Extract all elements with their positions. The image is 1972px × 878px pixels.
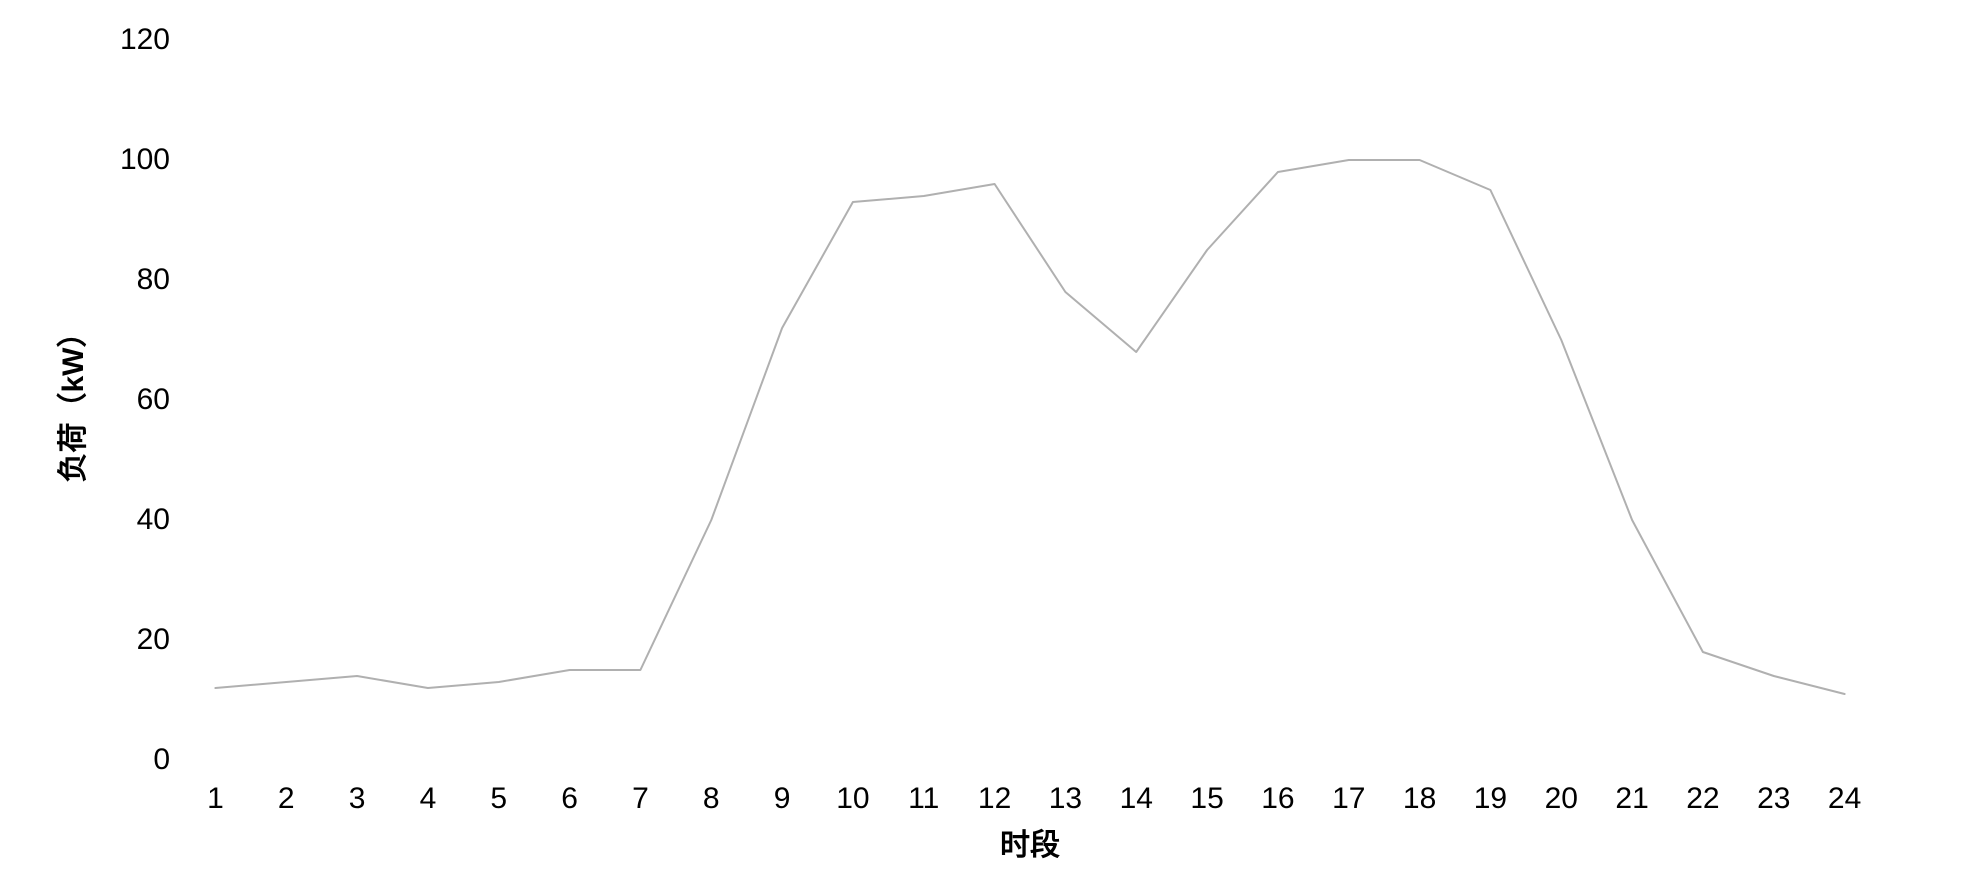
x-tick-label: 14 — [1120, 782, 1153, 816]
line-chart: 020406080100120 123456789101112131415161… — [0, 0, 1972, 878]
y-tick-label: 0 — [20, 743, 170, 777]
x-tick-label: 18 — [1403, 782, 1436, 816]
x-tick-label: 7 — [632, 782, 649, 816]
x-tick-label: 24 — [1828, 782, 1861, 816]
series-line — [215, 160, 1844, 694]
x-tick-label: 8 — [703, 782, 720, 816]
x-tick-label: 21 — [1615, 782, 1648, 816]
y-tick-label: 120 — [20, 23, 170, 57]
x-tick-label: 4 — [420, 782, 437, 816]
y-tick-label: 20 — [20, 623, 170, 657]
x-axis-title: 时段 — [1000, 820, 1060, 864]
y-tick-label: 100 — [20, 143, 170, 177]
x-tick-label: 13 — [1049, 782, 1082, 816]
x-tick-label: 17 — [1332, 782, 1365, 816]
x-tick-label: 9 — [774, 782, 791, 816]
x-tick-label: 16 — [1261, 782, 1294, 816]
x-tick-label: 5 — [490, 782, 507, 816]
x-tick-label: 6 — [561, 782, 578, 816]
x-tick-label: 22 — [1686, 782, 1719, 816]
x-tick-label: 20 — [1545, 782, 1578, 816]
x-tick-label: 10 — [836, 782, 869, 816]
y-axis-title: 负荷（kW） — [48, 318, 92, 483]
y-tick-label: 40 — [20, 503, 170, 537]
y-tick-label: 80 — [20, 263, 170, 297]
x-tick-label: 12 — [978, 782, 1011, 816]
x-tick-label: 1 — [207, 782, 224, 816]
x-tick-label: 2 — [278, 782, 295, 816]
x-tick-label: 23 — [1757, 782, 1790, 816]
x-tick-label: 19 — [1474, 782, 1507, 816]
x-tick-label: 3 — [349, 782, 366, 816]
y-tick-label: 60 — [20, 383, 170, 417]
x-tick-label: 15 — [1190, 782, 1223, 816]
plot-area — [180, 40, 1880, 760]
x-tick-label: 11 — [908, 782, 939, 816]
chart-line-layer — [180, 40, 1880, 760]
